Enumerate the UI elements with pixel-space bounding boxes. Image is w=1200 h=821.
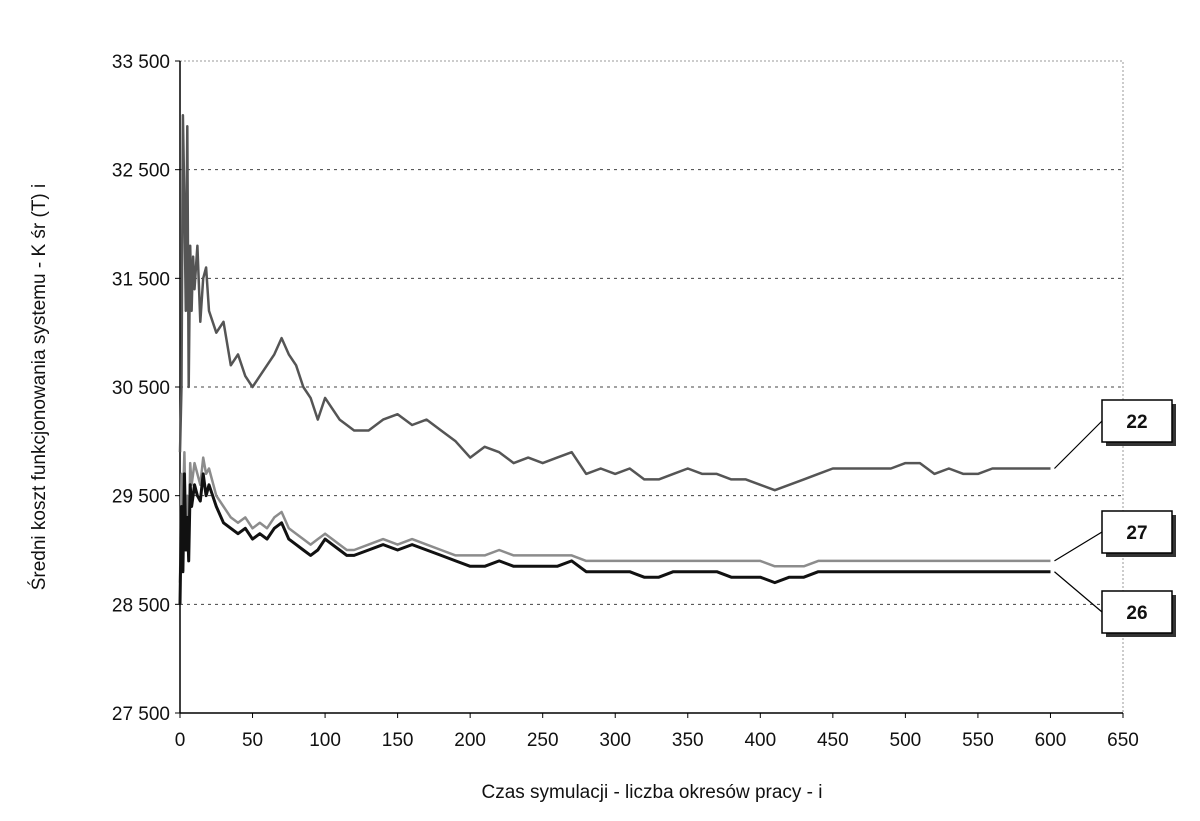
callout-leader-26 xyxy=(1054,571,1103,613)
y-tick-label: 27 500 xyxy=(112,704,170,725)
x-tick-label: 600 xyxy=(1035,730,1067,751)
callout-leader-22 xyxy=(1054,420,1103,469)
series-line-27 xyxy=(178,450,1051,583)
x-tick-label: 100 xyxy=(309,730,341,751)
x-tick-label: 50 xyxy=(242,730,263,751)
x-tick-label: 400 xyxy=(744,730,776,751)
y-axis-title: Średni koszt funkcjonowania systemu - K … xyxy=(28,184,50,591)
series-line-26 xyxy=(178,472,1051,605)
series-label-22: 22 xyxy=(1126,412,1147,433)
series-layer xyxy=(178,114,1051,605)
x-tick-label: 300 xyxy=(599,730,631,751)
callouts: 22 27 26 xyxy=(1054,399,1176,637)
series-line-22 xyxy=(178,114,1051,492)
x-tick-label: 650 xyxy=(1107,730,1139,751)
x-tick-label: 250 xyxy=(527,730,559,751)
y-tick-label: 31 500 xyxy=(112,269,170,290)
callout-box-26 xyxy=(1101,590,1173,634)
callout-box-22 xyxy=(1101,399,1173,443)
x-tick-label: 450 xyxy=(817,730,849,751)
x-tick-label: 350 xyxy=(672,730,704,751)
y-tick-label: 33 500 xyxy=(112,52,170,73)
y-tick-label: 28 500 xyxy=(112,595,170,616)
axes: 27 500 28 500 29 500 30 500 31 500 32 500 33 5… xyxy=(112,52,1139,751)
series-label-27: 27 xyxy=(1126,523,1147,544)
series-label-26: 26 xyxy=(1126,603,1147,624)
callout-leader-27 xyxy=(1054,531,1103,562)
x-tick-label: 500 xyxy=(890,730,922,751)
x-tick-label: 550 xyxy=(962,730,994,751)
y-tick-label: 32 500 xyxy=(112,161,170,182)
x-tick-label: 150 xyxy=(382,730,414,751)
x-tick-label: 0 xyxy=(175,730,186,751)
x-tick-label: 200 xyxy=(454,730,486,751)
y-tick-label: 29 500 xyxy=(112,487,170,508)
y-tick-label: 30 500 xyxy=(112,378,170,399)
x-axis-title: Czas symulacji - liczba okresów pracy - … xyxy=(481,782,822,803)
gridlines xyxy=(180,169,1123,605)
callout-box-27 xyxy=(1101,510,1173,554)
